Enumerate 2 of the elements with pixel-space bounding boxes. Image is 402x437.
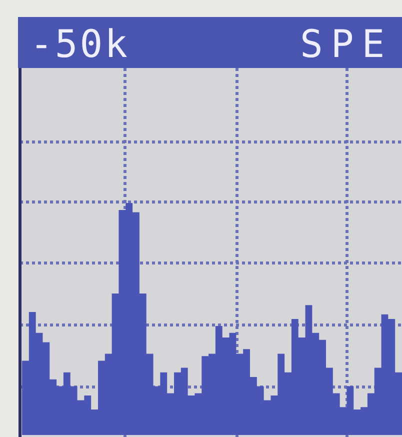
chart-subtitle: SPE bbox=[300, 22, 393, 66]
chart-title: -50k bbox=[30, 22, 130, 66]
